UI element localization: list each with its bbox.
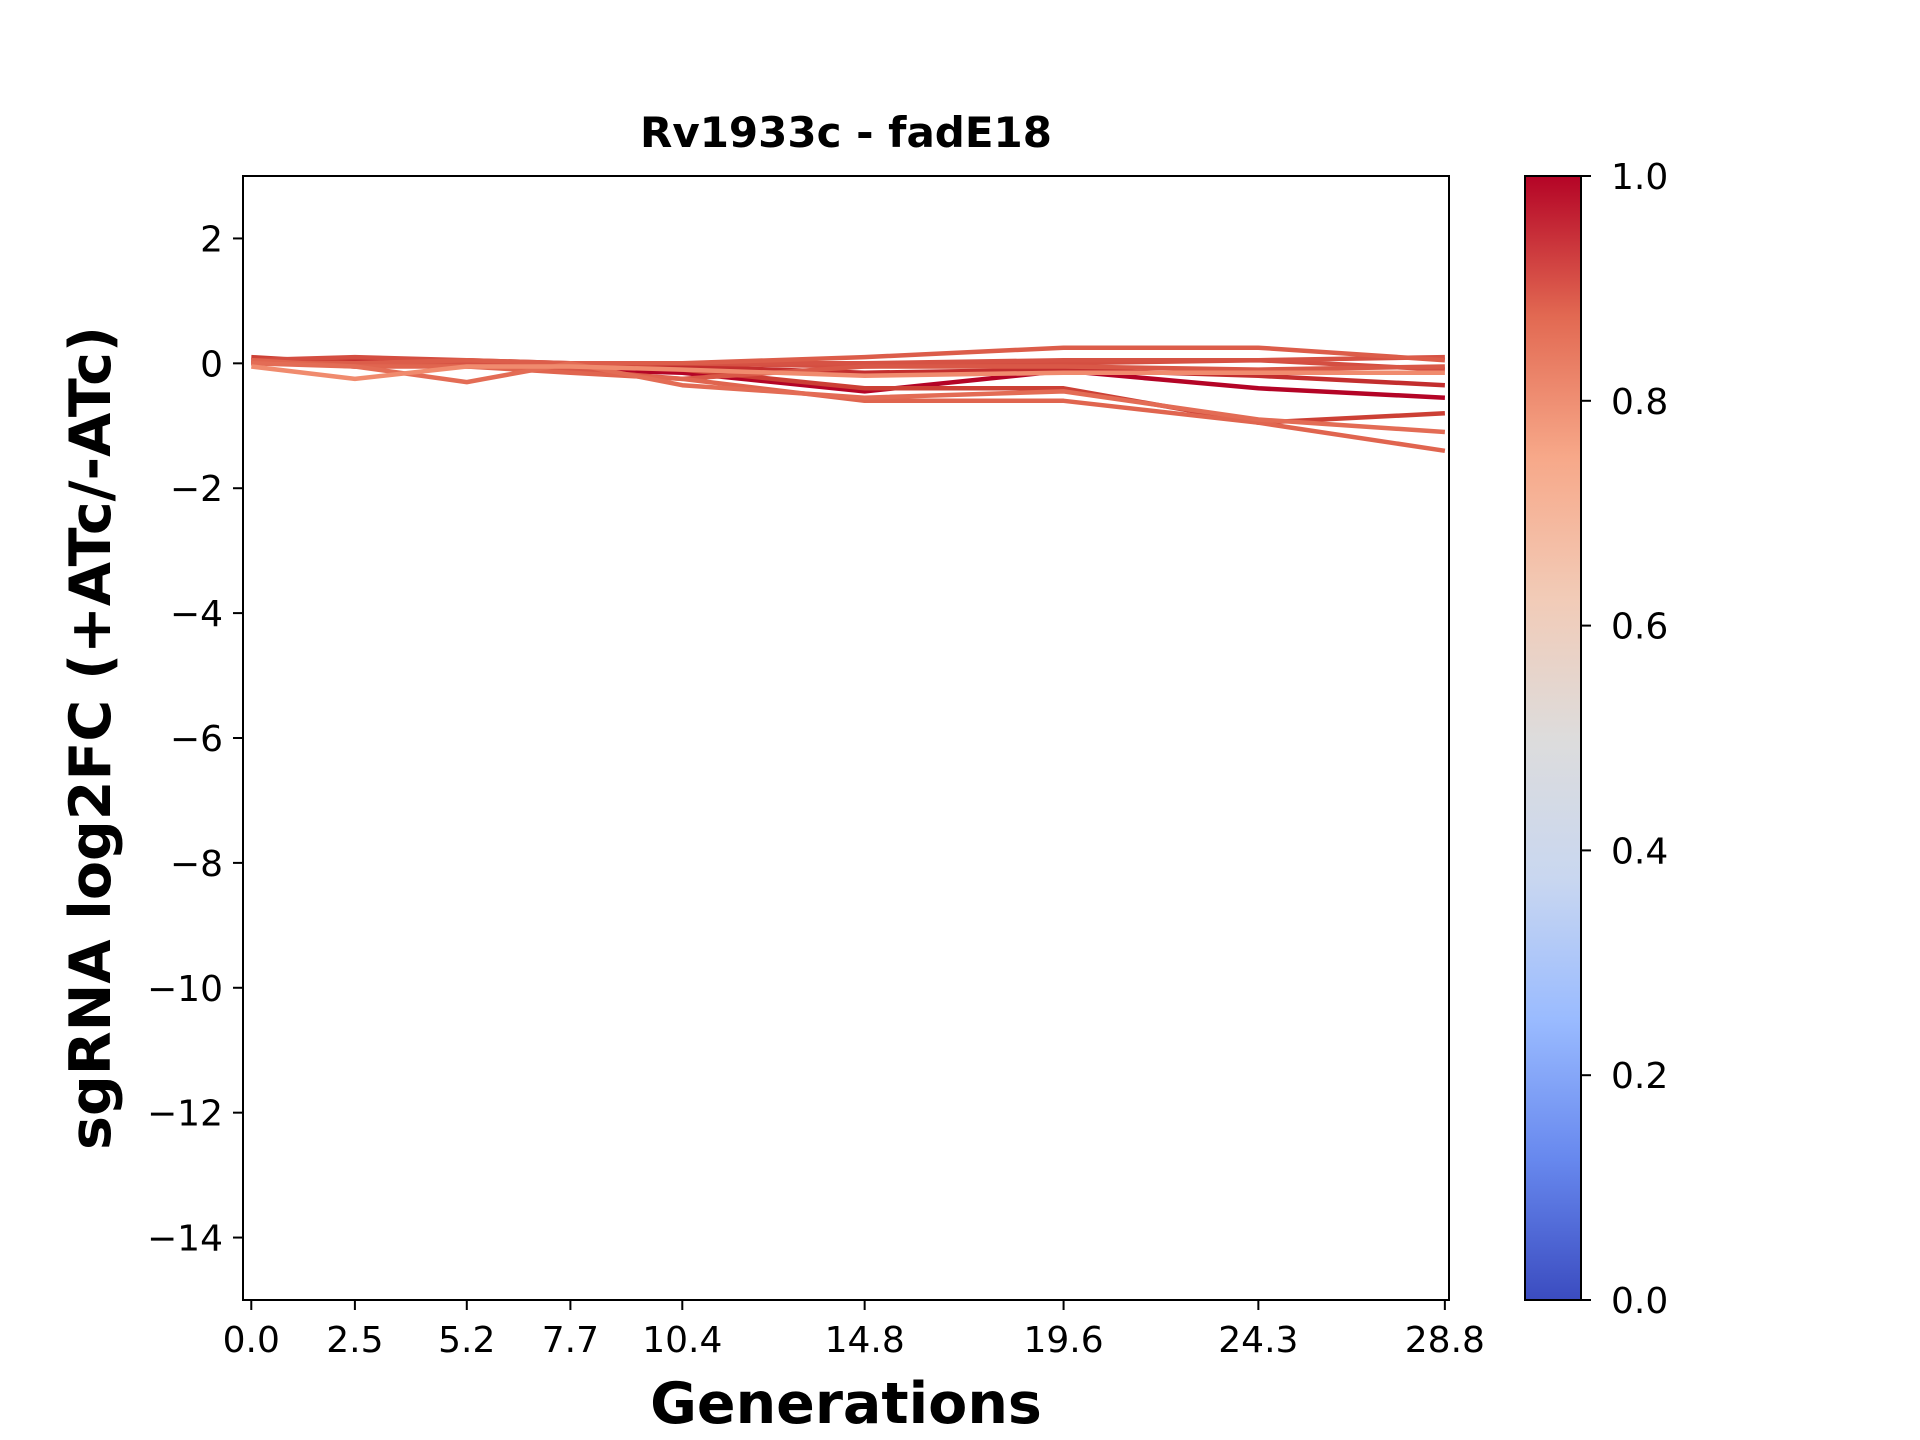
x-axis: 0.0 2.5 5.2 7.7 10.4 14.8 19.6 24.3 28.8 bbox=[223, 1300, 1485, 1361]
colorbar-tick-label: 0.0 bbox=[1611, 1281, 1668, 1322]
x-tick-label: 14.8 bbox=[825, 1320, 905, 1361]
x-tick-label: 28.8 bbox=[1405, 1320, 1485, 1361]
series-line-7 bbox=[251, 345, 1446, 366]
y-tick-label: −4 bbox=[170, 594, 223, 635]
plot-area bbox=[251, 345, 1446, 454]
colorbar-tick-label: 1.0 bbox=[1611, 157, 1668, 198]
plot-frame bbox=[242, 175, 1450, 1301]
colorbar-tick-label: 0.4 bbox=[1611, 831, 1668, 872]
series-line-10 bbox=[251, 364, 1445, 382]
y-axis: 2 0 −2 −4 −6 −8 −10 −12 −14 bbox=[147, 219, 243, 1260]
y-tick-label: −6 bbox=[170, 719, 223, 760]
x-tick-label: 10.4 bbox=[642, 1320, 722, 1361]
y-tick-label: −8 bbox=[170, 844, 223, 885]
series-line-8 bbox=[251, 357, 1446, 454]
colorbar-tick-label: 0.8 bbox=[1611, 382, 1668, 423]
y-axis-label: sgRNA log2FC (+ATc/-ATc) bbox=[58, 326, 124, 1150]
x-tick-label: 0.0 bbox=[223, 1320, 280, 1361]
y-tick-label: −14 bbox=[147, 1219, 223, 1260]
x-tick-label: 5.2 bbox=[438, 1320, 495, 1361]
x-axis-label: Generations bbox=[650, 1371, 1042, 1437]
colorbar-axis: 0.0 0.2 0.4 0.6 0.8 1.0 bbox=[1581, 157, 1668, 1322]
y-tick-label: −12 bbox=[147, 1094, 223, 1135]
y-tick-label: 0 bbox=[200, 344, 223, 385]
colorbar-tick-label: 0.6 bbox=[1611, 607, 1668, 648]
chart-title: Rv1933c - fadE18 bbox=[640, 108, 1052, 157]
y-tick-label: −10 bbox=[147, 969, 223, 1010]
series-line-9 bbox=[251, 361, 1446, 435]
x-tick-label: 2.5 bbox=[326, 1320, 383, 1361]
colorbar bbox=[1524, 175, 1582, 1301]
y-tick-label: −2 bbox=[170, 469, 223, 510]
y-tick-label: 2 bbox=[200, 219, 223, 260]
x-tick-label: 19.6 bbox=[1023, 1320, 1103, 1361]
x-tick-label: 7.7 bbox=[542, 1320, 599, 1361]
x-tick-label: 24.3 bbox=[1218, 1320, 1298, 1361]
colorbar-tick-label: 0.2 bbox=[1611, 1056, 1668, 1097]
